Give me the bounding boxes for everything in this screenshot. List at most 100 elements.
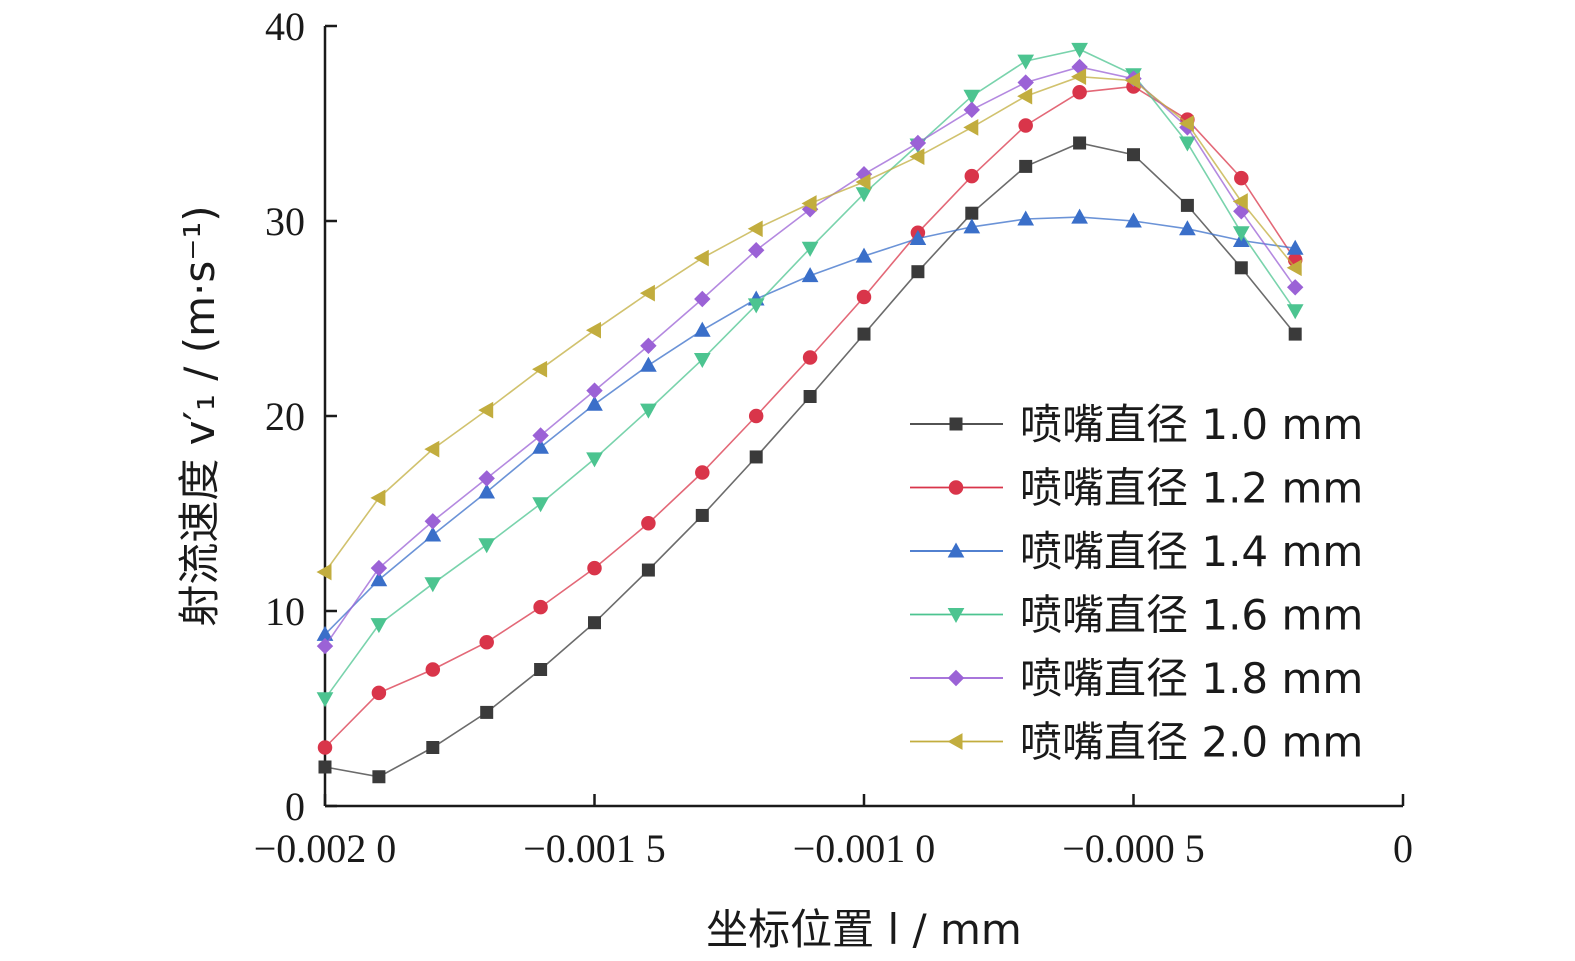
- data-point: [640, 356, 657, 372]
- data-point: [424, 513, 442, 530]
- data-point: [801, 267, 819, 283]
- y-tick-label: 40: [265, 4, 305, 49]
- data-point: [911, 265, 925, 279]
- data-point: [586, 395, 603, 411]
- data-point: [424, 440, 440, 458]
- data-point: [1017, 210, 1035, 226]
- data-point: [370, 489, 386, 507]
- legend-marker: [949, 417, 963, 431]
- data-point: [588, 616, 601, 630]
- data-point: [1286, 239, 1304, 255]
- data-point: [1017, 74, 1034, 91]
- legend-item: 喷嘴直径 1.8 mm: [910, 654, 1363, 703]
- data-point: [855, 173, 871, 191]
- data-point: [693, 321, 711, 337]
- data-point: [585, 321, 601, 339]
- data-point: [1073, 136, 1087, 150]
- x-tick-label: −0.001 0: [793, 826, 936, 871]
- legend: 喷嘴直径 1.0 mm 喷嘴直径 1.2 mm 喷嘴直径 1.4 mm 喷嘴直径 1.…: [910, 400, 1363, 767]
- data-point: [532, 438, 549, 454]
- series-layer: [316, 42, 1304, 784]
- data-point: [1232, 226, 1250, 242]
- data-point: [1286, 259, 1302, 277]
- data-point: [1072, 85, 1087, 100]
- data-point: [856, 289, 872, 305]
- data-point: [1286, 304, 1304, 320]
- data-point: [370, 571, 388, 587]
- y-axis-title: 射流速度 v′₁ / (m·s⁻¹): [175, 205, 224, 626]
- data-point: [641, 516, 656, 531]
- data-point: [587, 560, 602, 576]
- data-point: [1232, 193, 1248, 210]
- data-point: [478, 538, 496, 554]
- data-point: [747, 220, 763, 238]
- data-point: [855, 187, 873, 203]
- series-6: [316, 68, 1302, 581]
- data-point: [693, 352, 711, 368]
- data-point: [801, 195, 817, 212]
- data-point: [1124, 72, 1140, 89]
- data-point: [480, 705, 494, 719]
- y-tick-label: 30: [265, 199, 305, 244]
- axes: −0.002 0 −0.001 5 −0.001 0 −0.000 5 0 0 10 20 30…: [254, 4, 1413, 871]
- legend-label: 喷嘴直径 2.0 mm: [1020, 718, 1363, 767]
- data-point: [1071, 208, 1088, 224]
- data-point: [965, 206, 979, 220]
- data-point: [532, 497, 549, 513]
- legend-item: 喷嘴直径 1.0 mm: [910, 400, 1363, 449]
- data-point: [1125, 212, 1142, 228]
- data-point: [1179, 220, 1196, 236]
- data-point: [1234, 261, 1248, 275]
- data-point: [803, 390, 817, 403]
- data-point: [802, 350, 818, 365]
- data-point: [317, 740, 333, 755]
- legend-label: 喷嘴直径 1.2 mm: [1020, 464, 1363, 513]
- data-point: [318, 760, 332, 774]
- y-tick-label: 10: [265, 589, 305, 634]
- data-point: [1017, 54, 1035, 70]
- data-point: [1018, 118, 1033, 133]
- data-point: [963, 119, 979, 136]
- y-tick-label: 20: [265, 394, 305, 439]
- data-point: [749, 450, 763, 464]
- data-point: [963, 89, 981, 105]
- data-point: [478, 470, 495, 487]
- data-point: [478, 401, 494, 419]
- data-point: [425, 662, 441, 677]
- data-point: [372, 770, 386, 784]
- legend-item: 喷嘴直径 2.0 mm: [910, 718, 1363, 767]
- data-point: [1019, 159, 1033, 173]
- legend-label: 喷嘴直径 1.6 mm: [1020, 591, 1363, 640]
- data-point: [1179, 136, 1196, 152]
- data-point: [747, 242, 765, 259]
- data-point: [693, 249, 709, 267]
- data-point: [532, 360, 548, 378]
- data-point: [964, 168, 980, 184]
- legend-marker: [947, 669, 965, 687]
- data-point: [370, 618, 388, 634]
- data-point: [1180, 198, 1194, 212]
- data-point: [857, 327, 871, 341]
- data-point: [855, 247, 873, 263]
- data-point: [424, 526, 442, 542]
- data-point: [909, 148, 925, 165]
- data-point: [586, 452, 603, 468]
- legend-label: 喷嘴直径 1.0 mm: [1020, 400, 1363, 449]
- data-point: [316, 692, 334, 708]
- data-point: [1234, 170, 1249, 186]
- series-1: [318, 136, 1302, 784]
- data-point: [1178, 115, 1194, 132]
- data-point: [909, 230, 927, 246]
- data-point: [695, 508, 709, 522]
- data-point: [1288, 327, 1302, 341]
- data-point: [747, 298, 765, 314]
- series-3: [316, 208, 1304, 641]
- data-point: [316, 637, 334, 655]
- data-point: [586, 382, 603, 399]
- legend-marker: [947, 608, 965, 624]
- legend-item: 喷嘴直径 1.6 mm: [910, 591, 1363, 640]
- data-point: [748, 408, 764, 424]
- legend-label: 喷嘴直径 1.4 mm: [1020, 527, 1363, 576]
